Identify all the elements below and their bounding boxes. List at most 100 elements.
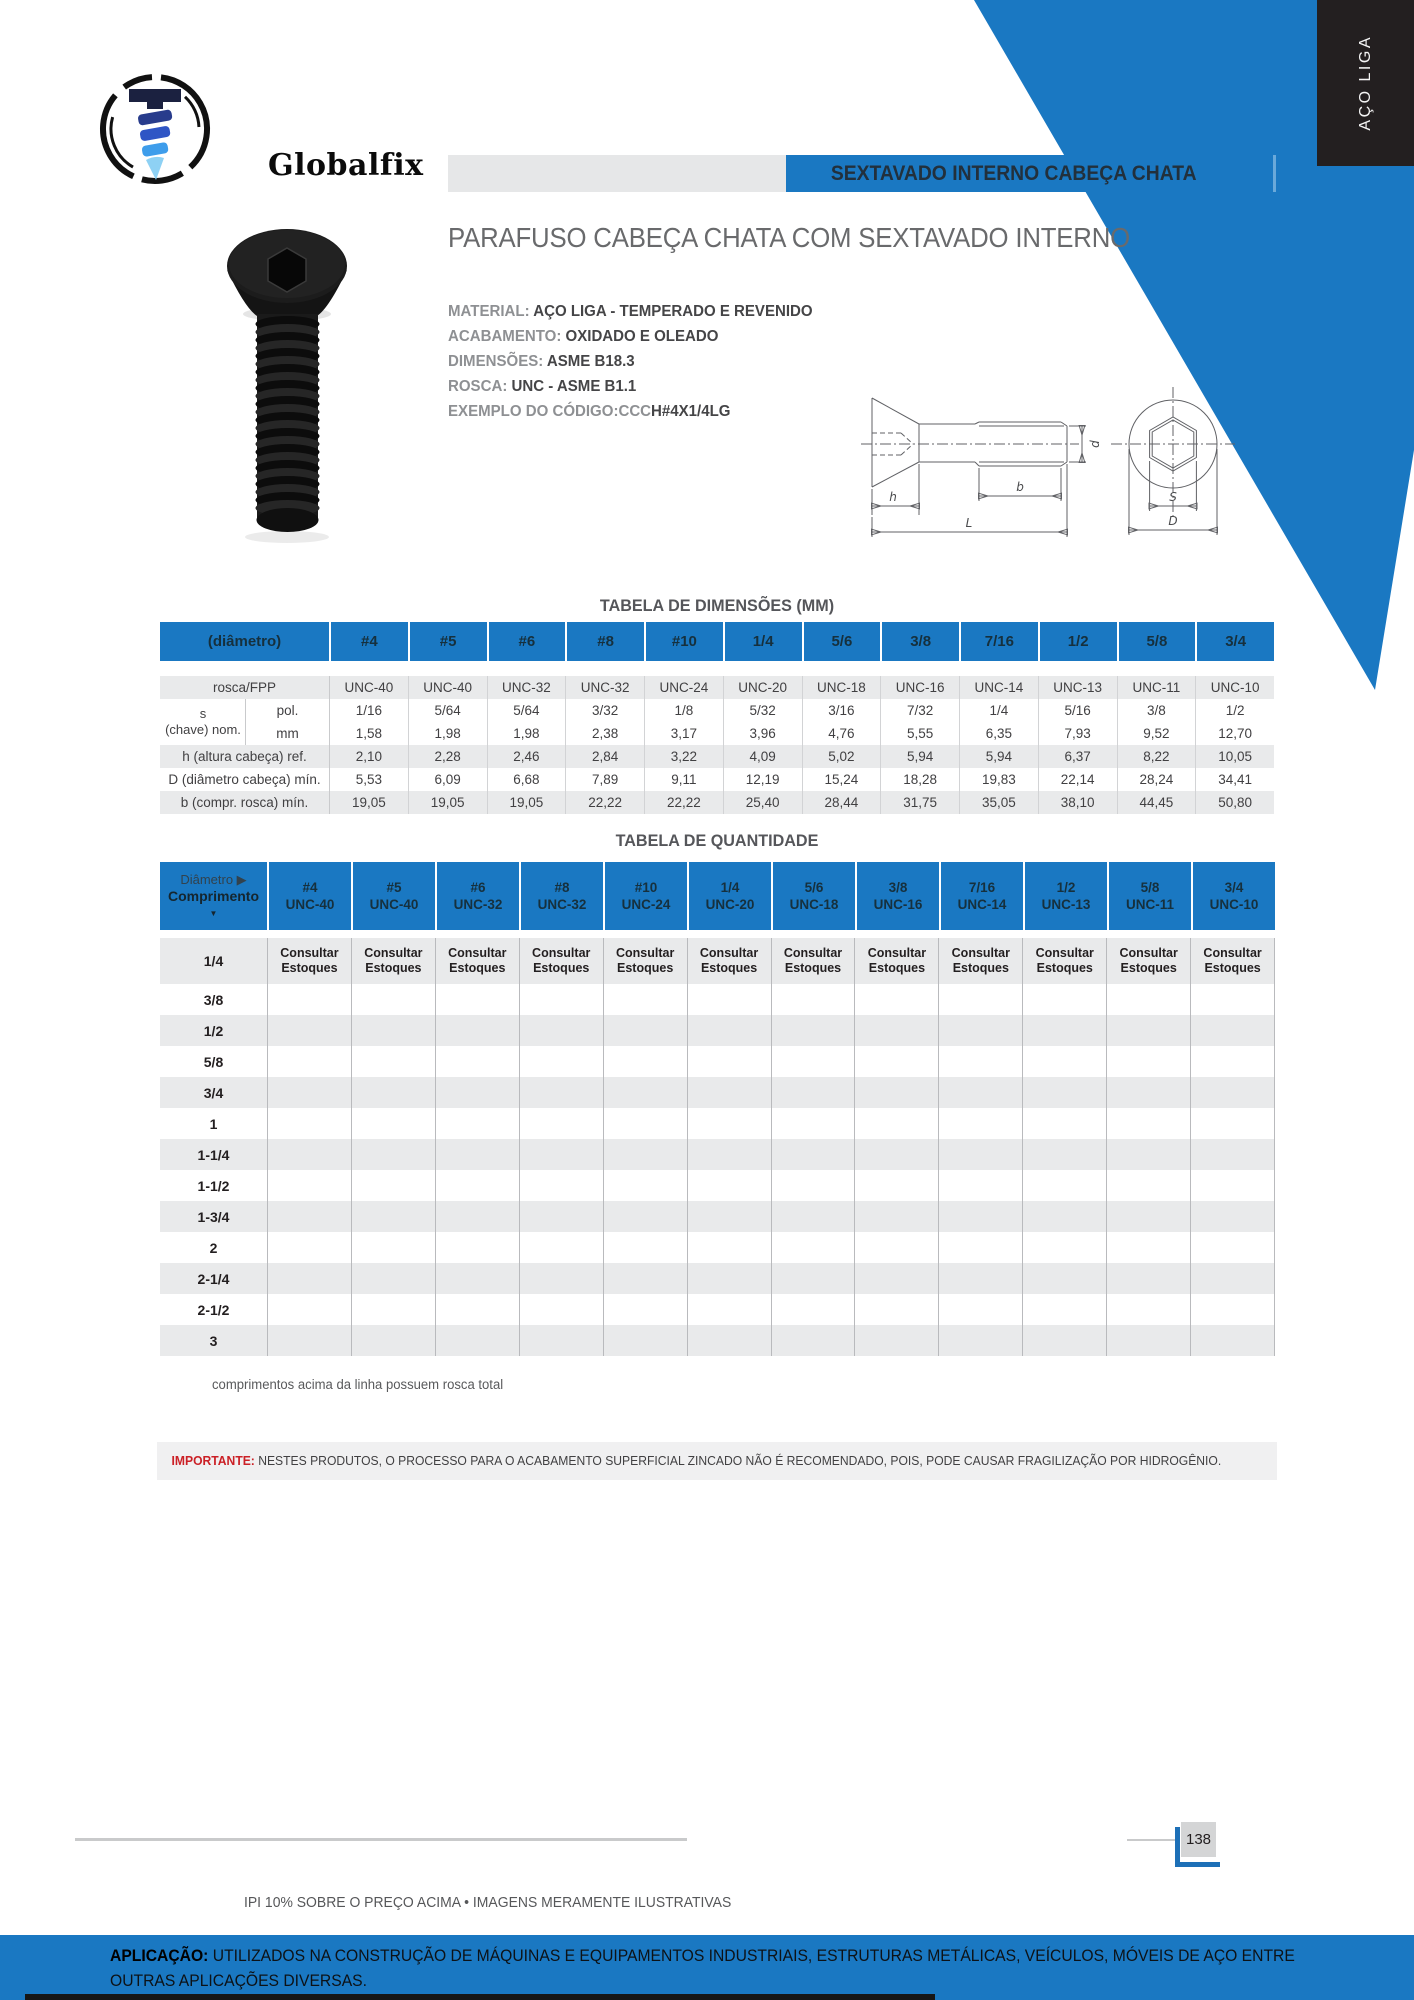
qty-stock-cell — [855, 1263, 940, 1294]
dim-value-cell: 35,05 — [960, 791, 1039, 814]
thread-footnote: comprimentos acima da linha possuem rosc… — [212, 1377, 504, 1392]
dim-value-cell: 2,28 — [409, 745, 488, 768]
dim-value-cell: 34,41 — [1218, 772, 1253, 787]
qty-column-thread: UNC-40 — [369, 897, 419, 912]
dim-value-cell: 2,38 — [566, 722, 645, 745]
qty-stock-cell — [520, 1015, 604, 1046]
qty-stock-cell — [604, 1015, 688, 1046]
qty-stock-cell — [352, 1170, 436, 1201]
dim-value-cell: 44,45 — [1118, 791, 1197, 814]
qty-stock-line: Estoques — [533, 961, 590, 975]
qty-stock-cell — [772, 1170, 856, 1201]
qty-column-thread: UNC-40 — [285, 897, 335, 912]
qty-stock-cell — [855, 1232, 940, 1263]
dim-value-cell: 12,70 — [1218, 726, 1253, 741]
qty-stock-cell — [939, 1108, 1024, 1139]
qty-stock-cell — [1107, 1015, 1192, 1046]
qty-stock-cell — [939, 1046, 1024, 1077]
qty-stock-cell — [939, 1170, 1024, 1201]
section-tab: AÇO LIGA — [1317, 0, 1414, 166]
important-text: NESTES PRODUTOS, O PROCESSO PARA O ACABA… — [254, 1454, 1222, 1468]
quantity-table-header: Diâmetro ▶ Comprimento ▼ #4 UNC-40 #5 UNC-40 #6… — [160, 862, 1275, 930]
qty-stock-line: Consultar — [1119, 946, 1178, 960]
qty-stock-cell — [772, 1294, 856, 1325]
qty-stock-cell — [1023, 1170, 1108, 1201]
qty-stock-cell — [939, 1201, 1024, 1232]
dim-row: h (altura cabeça) ref. 2,10 2,28 2,46 2,84 3,… — [160, 745, 1274, 768]
dimensions-table-body: rosca/FPP UNC-40 UNC-40 UNC-32 UNC-32 UNC-24 U… — [160, 676, 1274, 814]
dim-value-cell: 7/32 — [881, 699, 960, 722]
qty-row: 3/4 — [160, 1077, 1276, 1108]
qty-column-thread: UNC-20 — [705, 897, 755, 912]
dim-value-cell: 2,46 — [488, 745, 567, 768]
dim-value-cell: 2,84 — [566, 745, 645, 768]
qty-row: 3 — [160, 1325, 1276, 1356]
dim-value-cell: 7,93 — [1039, 722, 1118, 745]
dim-value-cell: 19,05 — [409, 791, 488, 814]
dim-value-cell: UNC-32 — [566, 676, 645, 699]
dim-value-cell: 6,68 — [488, 768, 567, 791]
dim-value-cell: 38,10 — [1039, 791, 1118, 814]
qty-stock-cell — [1191, 1108, 1276, 1139]
qty-stock-cell — [352, 1046, 436, 1077]
qty-column-header: 5/8 UNC-11 — [1109, 862, 1193, 930]
qty-column-thread: UNC-13 — [1041, 897, 1091, 912]
dim-value-cell: UNC-14 — [960, 676, 1039, 699]
qty-stock-cell — [1191, 1201, 1276, 1232]
application-bar: APLICAÇÃO: UTILIZADOS NA CONSTRUÇÃO DE M… — [0, 1935, 1414, 2000]
qty-stock-cell — [520, 1077, 604, 1108]
dim-column-header: 1/2 — [1040, 622, 1119, 661]
qty-stock-cell — [1107, 1263, 1192, 1294]
qty-stock-cell — [436, 1108, 520, 1139]
dim-value-cell: 6,37 — [1039, 745, 1118, 768]
dim-value-cell: 18,28 — [881, 768, 960, 791]
qty-row-label: 3/8 — [160, 984, 268, 1015]
qty-stock-cell — [604, 1294, 688, 1325]
qty-stock-cell — [604, 1263, 688, 1294]
qty-stock-cell — [688, 1077, 772, 1108]
dim-value-cell: 3/32 — [566, 699, 645, 722]
dim-row: D (diâmetro cabeça) mín. 5,53 6,09 6,68 7,89… — [160, 768, 1274, 791]
product-specs: MATERIAL: AÇO LIGA - TEMPERADO E REVENID… — [448, 299, 813, 424]
qty-stock-cell — [604, 1108, 688, 1139]
qty-stock-cell — [772, 1046, 856, 1077]
qty-stock-cell — [520, 1232, 604, 1263]
qty-stock-cell — [1191, 1046, 1276, 1077]
qty-stock-cell — [688, 1294, 772, 1325]
svg-text:D: D — [1168, 514, 1177, 528]
qty-stock-cell — [855, 1325, 940, 1356]
quantity-table-body: 1/4 Consultar Estoques Consultar Estoques Con… — [160, 938, 1276, 1356]
dim-row-label: b (compr. rosca) mín. — [160, 791, 330, 814]
qty-column-header: #4 UNC-40 — [269, 862, 353, 930]
dim-value-cell: 7,89 — [566, 768, 645, 791]
qty-row-label: 5/8 — [160, 1046, 268, 1077]
dim-value-cell: 10,05 — [1218, 749, 1253, 764]
qty-stock-cell: Consultar Estoques — [855, 938, 940, 984]
qty-stock-cell — [939, 1263, 1024, 1294]
dim-value-cell: UNC-16 — [881, 676, 960, 699]
product-photo — [227, 229, 347, 543]
qty-stock-cell — [604, 1232, 688, 1263]
qty-row: 1/2 — [160, 1015, 1276, 1046]
qty-row-label: 1 — [160, 1108, 268, 1139]
qty-stock-cell — [855, 1294, 940, 1325]
dim-column-header: 7/16 — [961, 622, 1040, 661]
qty-row: 5/8 — [160, 1046, 1276, 1077]
qty-column-size: 3/4 — [1224, 880, 1244, 895]
dim-value-cell: 19,83 — [960, 768, 1039, 791]
qty-stock-cell — [1191, 1170, 1276, 1201]
qty-column-thread: UNC-32 — [537, 897, 587, 912]
dim-value-cell: 28,24 — [1118, 768, 1197, 791]
qty-stock-cell — [1023, 1232, 1108, 1263]
qty-stock-cell — [855, 1139, 940, 1170]
qty-stock-cell — [855, 1108, 940, 1139]
qty-stock-cell — [1191, 1263, 1276, 1294]
qty-stock-cell — [1023, 1325, 1108, 1356]
qty-column-size: 1/2 — [1056, 880, 1076, 895]
dim-value-cell: UNC-24 — [645, 676, 724, 699]
dim-sub-unit: pol. — [245, 699, 329, 722]
qty-stock-cell — [436, 1139, 520, 1170]
qty-stock-cell — [1023, 1108, 1108, 1139]
qty-stock-cell — [436, 1325, 520, 1356]
qty-stock-cell — [939, 984, 1024, 1015]
